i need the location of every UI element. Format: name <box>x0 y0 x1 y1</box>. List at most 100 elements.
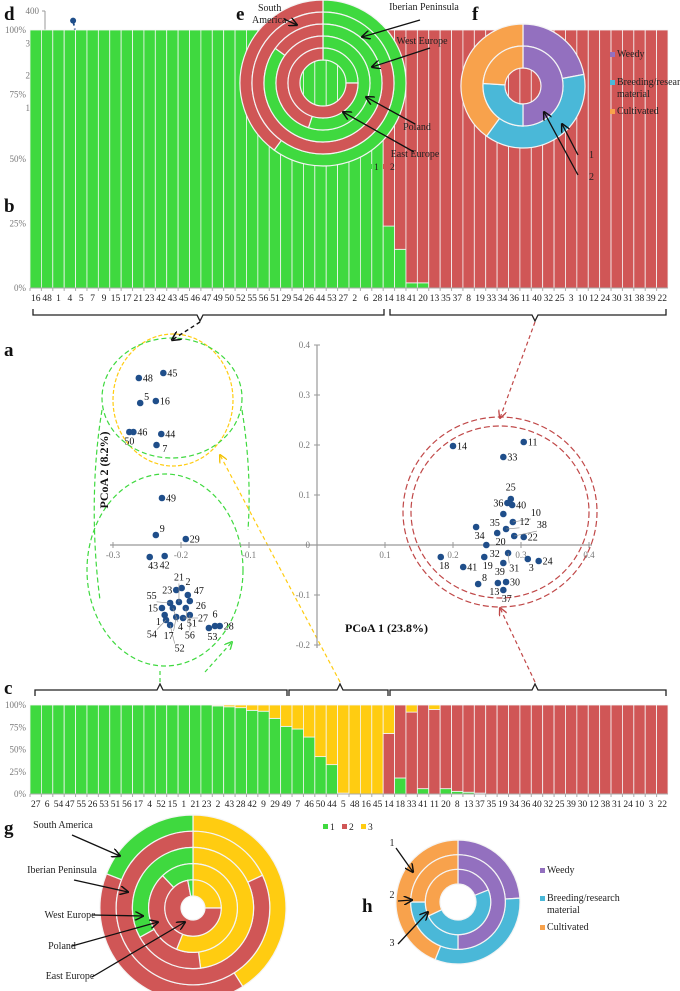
point-label: 2 <box>186 577 191 588</box>
sample-label: 31 <box>612 800 622 810</box>
data-point <box>216 622 224 630</box>
legend-label: Weedy <box>617 49 645 60</box>
bar-segment-1 <box>63 29 76 289</box>
bar-segment-2 <box>451 29 464 289</box>
sample-label: 3 <box>649 800 654 810</box>
legend-swatch-1 <box>323 824 328 829</box>
bar-segment-2 <box>656 704 669 795</box>
point-label: 24 <box>543 557 553 568</box>
bar-segment-1 <box>314 756 327 795</box>
x-tick-label: 0.2 <box>447 550 458 560</box>
bar-segment-3 <box>211 704 225 707</box>
data-point <box>126 428 133 436</box>
sample-label: 22 <box>658 294 668 304</box>
sample-label: 13 <box>430 294 440 304</box>
legend-swatch <box>610 52 615 57</box>
bar-segment-1 <box>200 704 213 795</box>
sample-label: 31 <box>623 294 633 304</box>
y-tick-label: 400 <box>26 6 40 16</box>
panel-label-d: d <box>4 4 15 25</box>
data-point <box>178 584 185 592</box>
sample-label: 50 <box>225 294 235 304</box>
data-point <box>161 552 168 560</box>
point-label: 18 <box>439 561 449 572</box>
data-point <box>182 535 190 543</box>
ring-label: 1 <box>390 838 395 849</box>
legend-label: 2 <box>390 163 395 173</box>
bar-segment-1 <box>29 29 42 289</box>
sample-label: 14 <box>384 294 394 304</box>
arrow-green-cluster <box>204 642 232 673</box>
bar-segment-1 <box>154 704 168 795</box>
bar-segment-1 <box>109 704 122 795</box>
ring-label: Poland <box>48 941 76 952</box>
ring-label: 3 <box>390 938 395 949</box>
pointer-arrow <box>562 124 579 156</box>
pointer-arrow <box>397 912 428 945</box>
x-axis-label: PCoA 1 (23.8%) <box>345 621 428 635</box>
pointer-arrow <box>73 879 128 892</box>
arrow-b-to-red <box>500 321 536 418</box>
sample-label: 35 <box>487 800 497 810</box>
point-label: 37 <box>502 594 512 605</box>
bar-segment-2 <box>656 29 669 289</box>
pointer-arrow <box>372 47 431 67</box>
point-label: 25 <box>506 483 516 494</box>
sample-label: 28 <box>236 800 246 810</box>
sample-label: 54 <box>54 800 64 810</box>
label-leader-line <box>514 530 537 537</box>
point-label: 51 <box>187 618 197 629</box>
sample-label: 16 <box>361 800 371 810</box>
point-label: 36 <box>493 499 503 510</box>
ring-label: West Europe <box>44 910 96 921</box>
point-label: 10 <box>531 508 541 519</box>
bar-segment-1 <box>132 704 145 795</box>
structure-bar-chart-k3: 0%25%50%75%100%27 6 54 47 55 26 53 51 56 17 4 52 15 1… <box>5 682 669 833</box>
point-label: 34 <box>475 531 485 542</box>
pointer-arrow <box>71 834 120 856</box>
bar-segment-3 <box>337 704 350 794</box>
bar-segment-2 <box>508 704 521 795</box>
data-point <box>186 597 194 605</box>
data-point <box>493 529 501 537</box>
pointer-arrow <box>343 112 415 153</box>
point-label: 22 <box>528 533 538 544</box>
panel-label-f: f <box>472 4 479 25</box>
sample-label: 38 <box>635 294 645 304</box>
bar-segment-1 <box>257 710 270 795</box>
ring-label: East Europe <box>391 149 440 160</box>
sample-label: 23 <box>202 800 212 810</box>
sample-label: 50 <box>316 800 326 810</box>
bar-segment-2 <box>610 704 623 795</box>
point-label: 5 <box>144 392 149 403</box>
bar-segment-2 <box>405 711 418 795</box>
bar-segment-2 <box>462 704 475 793</box>
bar-segment-3 <box>257 704 270 712</box>
sample-label: 12 <box>589 800 599 810</box>
point-label: 41 <box>467 563 477 574</box>
y-tick-label: 0% <box>14 283 27 293</box>
legend-swatch <box>540 868 545 873</box>
point-label: 47 <box>194 586 204 597</box>
label-leader-line <box>173 616 177 632</box>
bar-segment-1 <box>325 764 339 795</box>
panel-label-g: g <box>4 818 14 839</box>
sample-label: 45 <box>373 800 383 810</box>
data-point <box>474 580 482 588</box>
sample-label: 8 <box>466 294 471 304</box>
bar-segment-1 <box>223 29 236 289</box>
bar-segment-1 <box>234 707 247 795</box>
sample-label: 32 <box>544 294 554 304</box>
pointer-arrow <box>395 847 413 872</box>
bar-segment-2 <box>473 704 487 794</box>
bar-segment-1 <box>280 725 293 795</box>
point-label: 32 <box>490 549 500 560</box>
data-point <box>152 397 160 405</box>
bar-segment-1 <box>189 704 202 795</box>
sample-label: 20 <box>441 800 451 810</box>
legend-swatch <box>540 896 545 901</box>
point-label: 45 <box>167 369 177 380</box>
label-leader-line <box>169 624 175 644</box>
bar-segment-3 <box>325 704 339 766</box>
